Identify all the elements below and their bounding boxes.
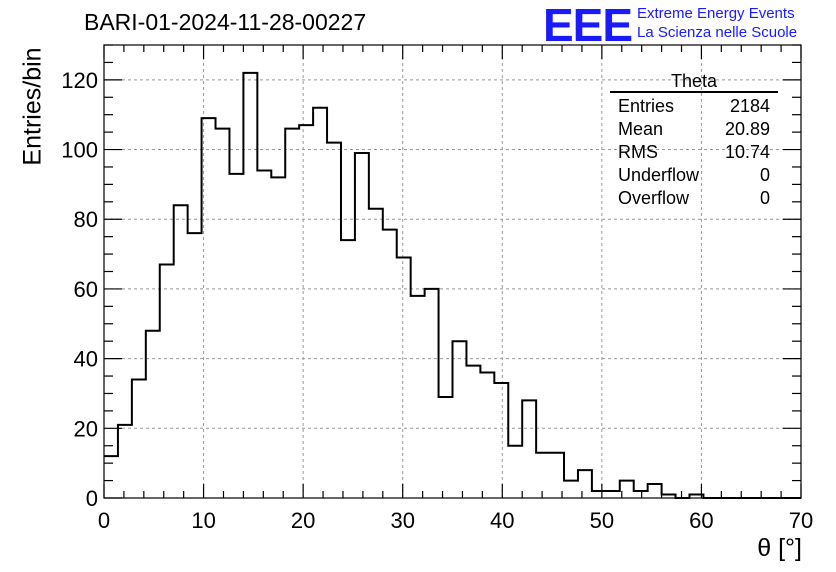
stats-row-underflow: Underflow 0	[610, 164, 778, 187]
logo-line-1: Extreme Energy Events	[637, 5, 795, 22]
y-tick-label: 20	[74, 416, 98, 441]
x-tick-label: 10	[191, 508, 215, 533]
x-axis-label: θ [°]	[757, 534, 802, 562]
stats-value: 2184	[729, 96, 770, 116]
chart-title: BARI-01-2024-11-28-00227	[84, 9, 367, 35]
histogram-series	[104, 71, 801, 499]
x-tick-label: 0	[98, 508, 110, 533]
stats-label: Entries	[618, 96, 675, 116]
y-tick-label: 0	[86, 486, 98, 511]
stats-row-rms: RMS 10.74	[610, 141, 778, 164]
x-tick-label: 30	[390, 508, 414, 533]
stats-value: 20.89	[724, 119, 770, 139]
y-tick-label: 60	[74, 277, 98, 302]
stats-label: RMS	[618, 142, 658, 162]
logo-text: Extreme Energy Events La Scienza nelle S…	[637, 4, 797, 42]
x-tick-label: 60	[689, 508, 713, 533]
axis-ticks	[103, 44, 802, 499]
stats-value: 0	[759, 165, 770, 185]
stats-box: Theta Entries 2184 Mean 20.89 RMS 10.74 …	[610, 72, 778, 210]
logo-line-2: La Scienza nelle Scuole	[637, 24, 798, 41]
x-tick-label: 20	[291, 508, 315, 533]
x-tick-label: 70	[789, 508, 813, 533]
eee-logo: EEE	[543, 0, 633, 51]
y-tick-label: 100	[61, 138, 98, 163]
y-tick-label: 120	[61, 68, 98, 93]
stats-label: Underflow	[618, 165, 700, 185]
stats-value: 10.74	[724, 142, 770, 162]
x-tick-label: 40	[490, 508, 514, 533]
stats-title: Theta	[610, 72, 778, 93]
x-tick-labels: 0 10 20 30 40 50 60 70	[98, 508, 813, 533]
stats-value: 0	[759, 188, 770, 208]
x-tick-label: 50	[590, 508, 614, 533]
stats-row-entries: Entries 2184	[610, 95, 778, 118]
stats-row-mean: Mean 20.89	[610, 118, 778, 141]
y-tick-label: 40	[74, 347, 98, 372]
stats-label: Mean	[618, 119, 664, 139]
stats-row-overflow: Overflow 0	[610, 187, 778, 210]
stats-label: Overflow	[618, 188, 690, 208]
y-tick-labels: 0 20 40 60 80 100 120	[61, 68, 98, 511]
y-tick-label: 80	[74, 207, 98, 232]
y-axis-label: Entries/bin	[18, 47, 47, 166]
